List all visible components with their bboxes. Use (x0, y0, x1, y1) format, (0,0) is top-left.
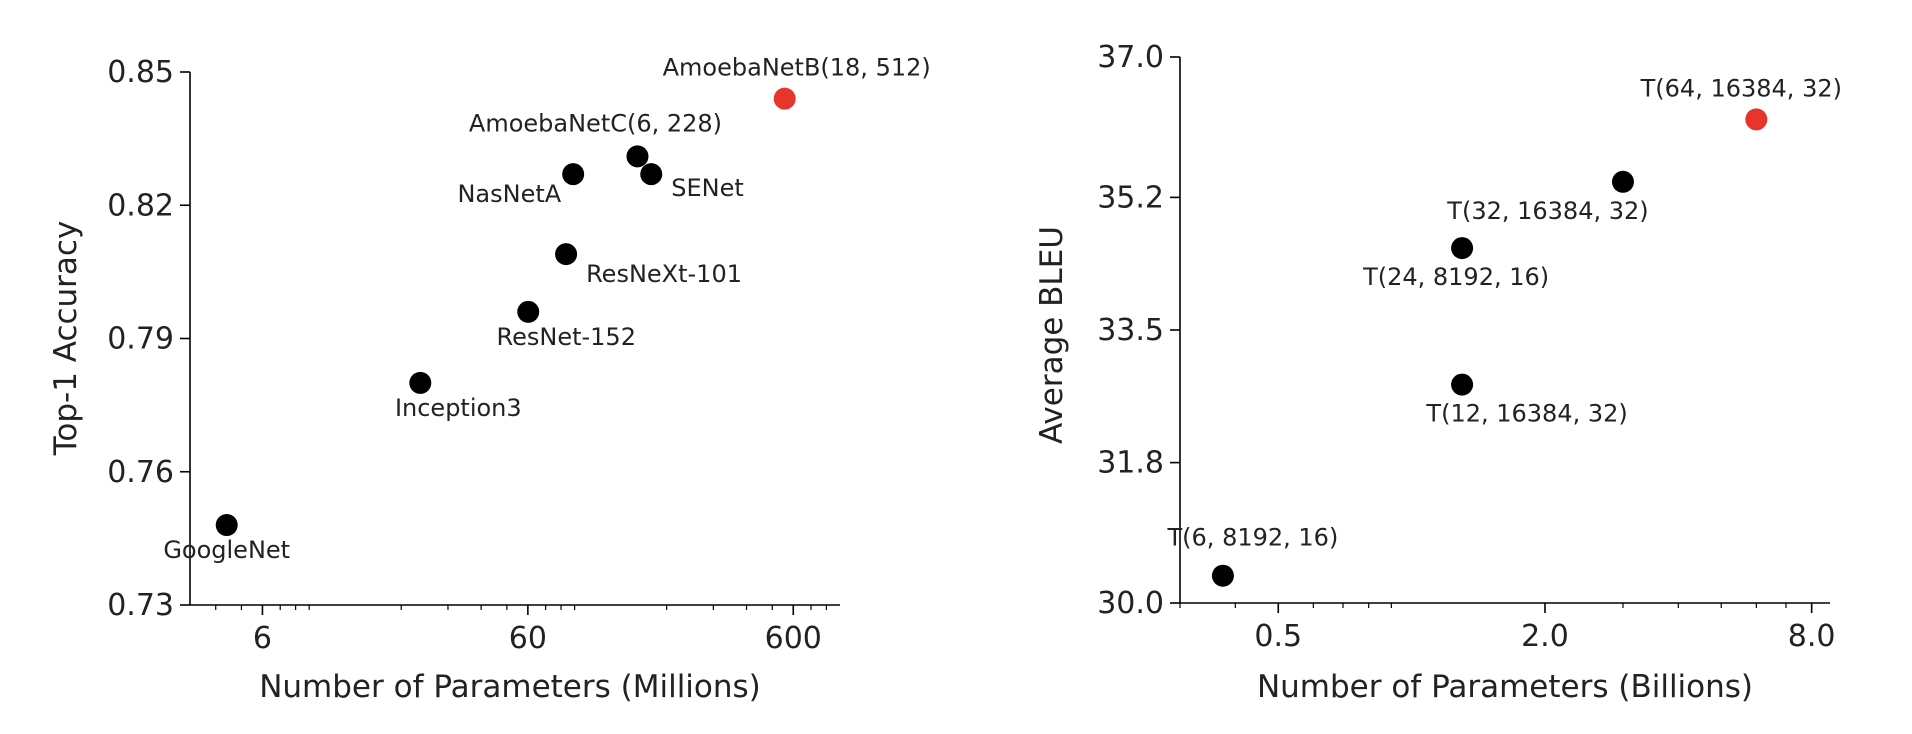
right-x-tick-label: 2.0 (1521, 619, 1569, 654)
left-y-tick-label: 0.82 (107, 188, 174, 223)
chart-right: 30.0 31.8 33.5 35.2 37.0 0.5 2.0 8.0 T(6, 8192,… (1034, 40, 1842, 705)
chart-left: 0.73 0.76 0.79 0.82 0.85 6 60 600 GoogleNet Ince… (48, 54, 931, 705)
left-point-label: AmoebaNetB(18, 512) (663, 54, 931, 82)
left-x-axis-title: Number of Parameters (Millions) (259, 669, 761, 705)
left-point-label: ResNet-152 (497, 323, 636, 351)
left-data-point (562, 163, 585, 186)
left-point-labels: GoogleNet Inception3 ResNet-152 ResNeXt-101… (163, 54, 930, 564)
left-y-tick-label: 0.76 (107, 455, 174, 490)
left-ticks: 0.73 0.76 0.79 0.82 0.85 6 60 600 (107, 55, 828, 656)
right-x-tick-label: 0.5 (1254, 619, 1302, 654)
right-y-axis-title: Average BLEU (1034, 226, 1070, 444)
left-point-label: AmoebaNetC(6, 228) (469, 109, 722, 137)
right-y-tick-label: 35.2 (1097, 180, 1164, 215)
left-point-label: GoogleNet (163, 536, 290, 564)
left-data-point (555, 243, 578, 266)
right-y-tick-label: 33.5 (1097, 313, 1164, 348)
right-point-label: T(32, 16384, 32) (1446, 197, 1648, 225)
right-point-labels: T(6, 8192, 16) T(12, 16384, 32) T(24, 8192… (1167, 74, 1842, 551)
right-x-tick-label: 8.0 (1788, 619, 1836, 654)
left-x-tick-label: 6 (253, 621, 272, 656)
right-point-label: T(64, 16384, 32) (1640, 74, 1842, 102)
left-point-label: ResNeXt-101 (586, 260, 742, 288)
left-data-point (215, 514, 238, 537)
right-x-axis-title: Number of Parameters (Billions) (1257, 669, 1753, 705)
left-data-point (517, 300, 540, 323)
right-point-label: T(6, 8192, 16) (1167, 524, 1339, 552)
right-data-point (1451, 237, 1474, 260)
right-y-tick-label: 30.0 (1097, 586, 1164, 621)
right-y-tick-label: 37.0 (1097, 40, 1164, 75)
right-y-tick-label: 31.8 (1097, 446, 1164, 481)
left-y-tick-label: 0.73 (107, 588, 174, 623)
left-data-point (773, 87, 796, 110)
left-x-tick-label: 60 (509, 621, 547, 656)
left-point-label: SENet (671, 174, 744, 202)
right-point-label: T(12, 16384, 32) (1425, 400, 1627, 428)
right-ticks: 30.0 31.8 33.5 35.2 37.0 0.5 2.0 8.0 (1097, 40, 1835, 654)
left-data-point (640, 163, 663, 186)
left-y-axis-title: Top-1 Accuracy (48, 221, 84, 457)
right-data-point (1451, 373, 1474, 396)
left-x-tick-label: 600 (765, 621, 822, 656)
right-data-point (1611, 170, 1634, 193)
right-data-point (1211, 564, 1234, 587)
right-data-point (1745, 108, 1768, 131)
left-point-label: Inception3 (395, 394, 522, 422)
left-y-tick-label: 0.79 (107, 322, 174, 357)
left-data-point (626, 145, 649, 168)
left-data-point (409, 371, 432, 394)
left-y-tick-label: 0.85 (107, 55, 174, 90)
right-point-label: T(24, 8192, 16) (1362, 263, 1549, 291)
left-point-label: NasNetA (457, 180, 561, 208)
left-points (215, 87, 796, 537)
right-points (1211, 108, 1768, 587)
